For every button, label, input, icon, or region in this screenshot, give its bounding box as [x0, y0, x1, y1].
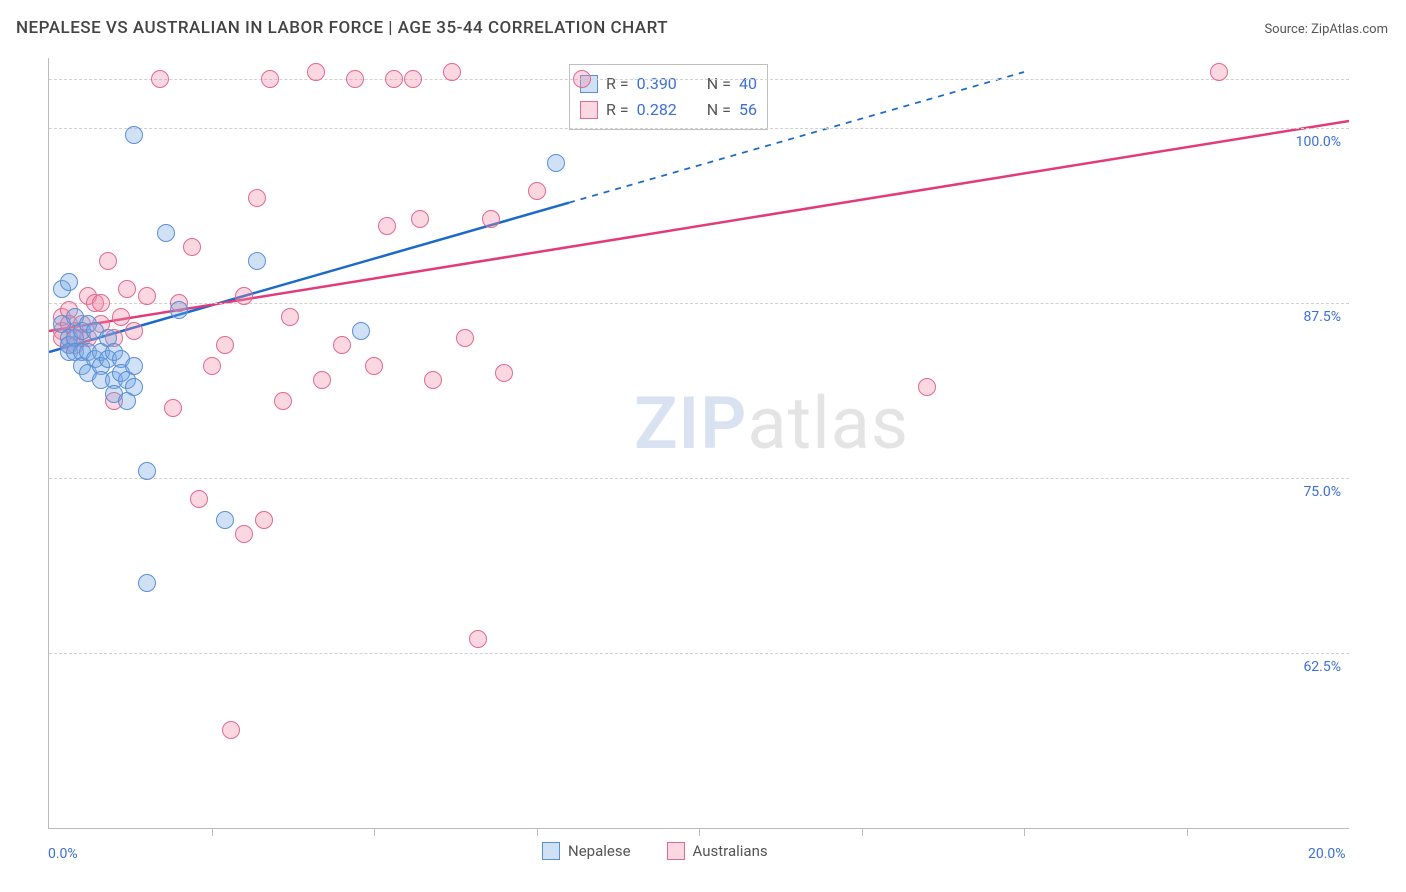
source-attribution: Source: ZipAtlas.com: [1264, 22, 1388, 37]
data-point-australians: [125, 322, 143, 340]
n-label: N =: [707, 71, 731, 97]
page-root: NEPALESE VS AUSTRALIAN IN LABOR FORCE | …: [0, 0, 1406, 892]
data-point-nepalese: [60, 273, 78, 291]
data-point-nepalese: [216, 511, 234, 529]
data-point-australians: [164, 399, 182, 417]
data-point-australians: [255, 511, 273, 529]
r-label: R =: [606, 71, 629, 97]
x-tick: [374, 828, 375, 836]
data-point-australians: [424, 371, 442, 389]
plot-area: ZIPatlas R = 0.390 N = 40 R = 0.282 N = 56 62.5…: [48, 58, 1349, 829]
x-tick-label: 20.0%: [1308, 846, 1346, 862]
legend-swatch: [580, 101, 598, 119]
data-point-australians: [313, 371, 331, 389]
data-point-australians: [203, 357, 221, 375]
data-point-australians: [261, 70, 279, 88]
data-point-nepalese: [547, 154, 565, 172]
data-point-australians: [1210, 63, 1228, 81]
data-point-australians: [346, 70, 364, 88]
data-point-australians: [92, 294, 110, 312]
data-point-nepalese: [125, 378, 143, 396]
data-point-australians: [404, 70, 422, 88]
data-point-australians: [443, 63, 461, 81]
data-point-australians: [190, 490, 208, 508]
watermark-atlas: atlas: [747, 381, 909, 466]
data-point-australians: [307, 63, 325, 81]
stats-legend-box: R = 0.390 N = 40 R = 0.282 N = 56: [569, 64, 768, 130]
data-point-nepalese: [352, 322, 370, 340]
y-tick-label: 62.5%: [1303, 659, 1341, 675]
data-point-australians: [118, 280, 136, 298]
x-tick: [537, 828, 538, 836]
data-point-nepalese: [125, 357, 143, 375]
data-point-australians: [365, 357, 383, 375]
legend-label: Australians: [693, 842, 768, 860]
data-point-nepalese: [125, 126, 143, 144]
data-point-australians: [151, 70, 169, 88]
data-point-australians: [385, 70, 403, 88]
data-point-australians: [469, 630, 487, 648]
grid-line: [49, 79, 1349, 80]
legend-item-australians: Australians: [667, 842, 768, 860]
r-value: 0.390: [637, 71, 677, 97]
y-tick-label: 100.0%: [1296, 134, 1341, 150]
trendlines-svg: [49, 58, 1349, 828]
grid-line: [49, 653, 1349, 654]
legend-item-nepalese: Nepalese: [542, 842, 631, 860]
n-label: N =: [707, 97, 731, 123]
watermark-zip: ZIP: [634, 381, 747, 466]
data-point-australians: [482, 210, 500, 228]
data-point-australians: [274, 392, 292, 410]
data-point-australians: [248, 189, 266, 207]
data-point-australians: [573, 70, 591, 88]
data-point-australians: [456, 329, 474, 347]
stats-row-australians: R = 0.282 N = 56: [580, 97, 757, 123]
data-point-australians: [528, 182, 546, 200]
data-point-nepalese: [248, 252, 266, 270]
data-point-nepalese: [138, 462, 156, 480]
data-point-australians: [183, 238, 201, 256]
data-point-australians: [138, 287, 156, 305]
data-point-australians: [378, 217, 396, 235]
data-point-nepalese: [170, 301, 188, 319]
r-label: R =: [606, 97, 629, 123]
source-label: Source:: [1264, 22, 1307, 37]
data-point-australians: [333, 336, 351, 354]
data-point-australians: [216, 336, 234, 354]
x-tick: [862, 828, 863, 836]
stats-row-nepalese: R = 0.390 N = 40: [580, 71, 757, 97]
data-point-nepalese: [138, 574, 156, 592]
data-point-australians: [235, 287, 253, 305]
chart-container: In Labor Force | Age 35-44 ZIPatlas R =0…: [0, 50, 1406, 892]
x-tick: [212, 828, 213, 836]
x-tick: [1187, 828, 1188, 836]
y-tick-label: 75.0%: [1303, 484, 1341, 500]
data-point-australians: [222, 721, 240, 739]
legend-label: Nepalese: [568, 842, 631, 860]
chart-title: NEPALESE VS AUSTRALIAN IN LABOR FORCE | …: [16, 18, 668, 38]
source-name: ZipAtlas.com: [1311, 22, 1388, 37]
grid-line: [49, 128, 1349, 129]
legend-swatch: [667, 842, 685, 860]
r-value: 0.282: [637, 97, 677, 123]
n-value: 40: [739, 71, 757, 97]
x-tick-label: 0.0%: [48, 846, 78, 862]
data-point-nepalese: [157, 224, 175, 242]
grid-line: [49, 478, 1349, 479]
data-point-australians: [918, 378, 936, 396]
data-point-australians: [411, 210, 429, 228]
x-tick: [699, 828, 700, 836]
x-tick: [1024, 828, 1025, 836]
y-tick-label: 87.5%: [1303, 309, 1341, 325]
data-point-australians: [235, 525, 253, 543]
data-point-australians: [495, 364, 513, 382]
bottom-legend: Nepalese Australians: [542, 842, 768, 860]
legend-swatch: [542, 842, 560, 860]
n-value: 56: [739, 97, 757, 123]
data-point-australians: [281, 308, 299, 326]
data-point-australians: [99, 252, 117, 270]
watermark: ZIPatlas: [634, 381, 909, 466]
